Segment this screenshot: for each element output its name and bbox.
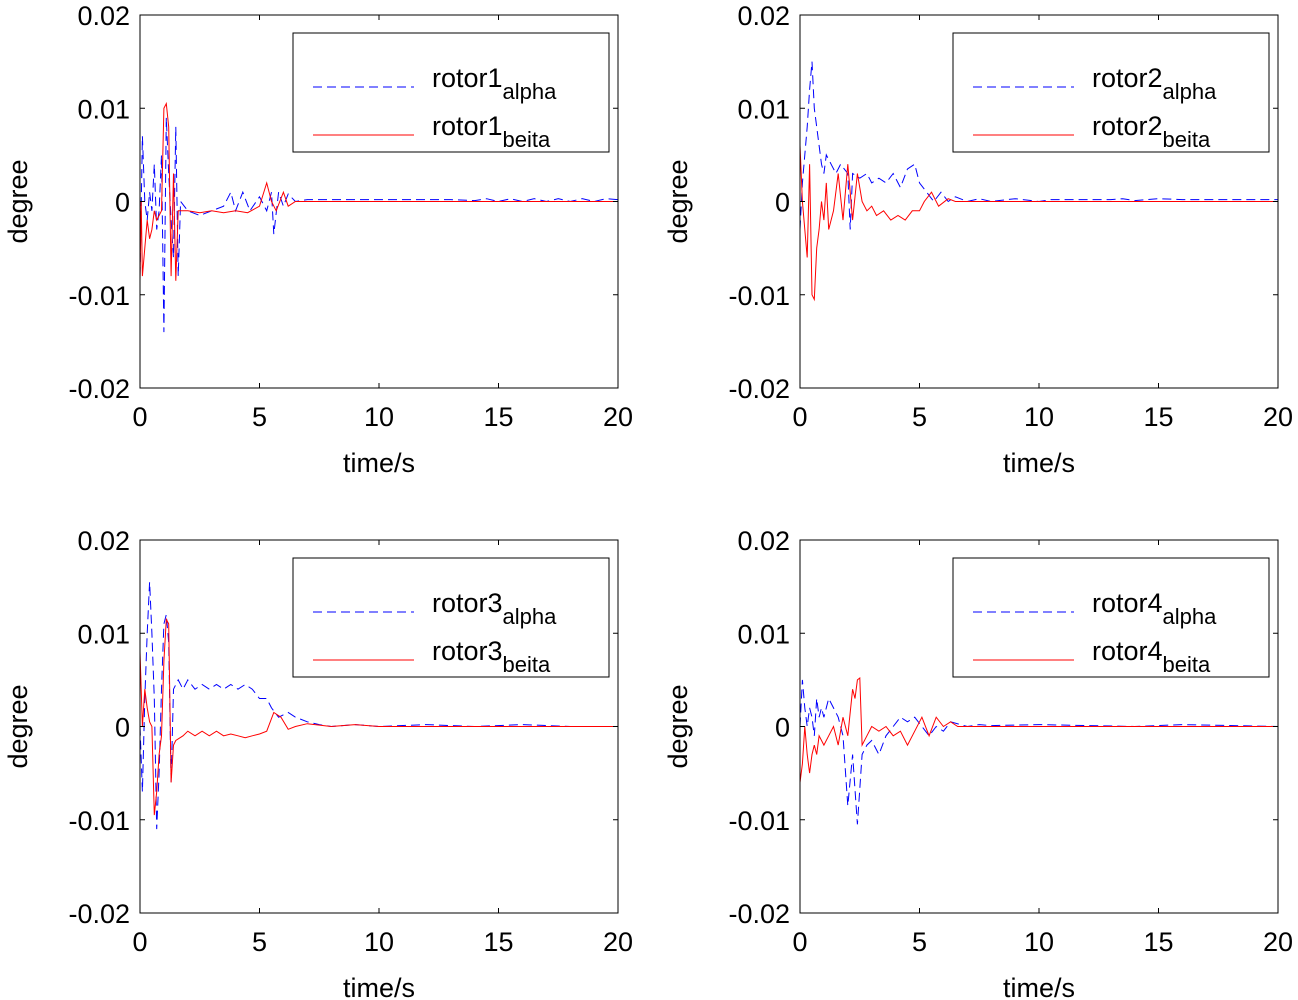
x-axis-label: time/s [343, 448, 415, 478]
legend-label-subscript: beita [1163, 652, 1211, 677]
x-tick-label: 15 [483, 927, 513, 957]
x-tick-label: 5 [252, 402, 267, 432]
legend-box [952, 32, 1270, 153]
y-tick-label: 0.01 [737, 94, 790, 124]
chart-panel-2: 0 5 10 15 20 0.02 0.01 0 -0.01 -0.02 time/s degree r… [663, 1, 1293, 478]
y-tick-label: -0.01 [728, 281, 790, 311]
y-tick-label: 0.02 [77, 526, 130, 556]
series-line-rotor4alpha [800, 679, 1278, 825]
legend-label-base: rotor1 [432, 63, 503, 93]
y-axis-label: degree [663, 159, 693, 243]
y-tick-label: 0 [115, 713, 130, 743]
y-tick-label: 0 [115, 188, 130, 218]
legend-label-subscript: beita [1163, 127, 1211, 152]
series-line-rotor2beita [800, 145, 1278, 302]
x-tick-label: 10 [1024, 402, 1054, 432]
y-axis-label: degree [663, 684, 693, 768]
y-tick-label: -0.01 [728, 806, 790, 836]
y-tick-label: -0.01 [68, 806, 130, 836]
x-tick-label: 0 [792, 927, 807, 957]
chart-panel-1: 0 5 10 15 20 0.02 0.01 0 -0.01 -0.02 time/s degree r… [3, 1, 633, 478]
legend-label-subscript: alpha [503, 604, 558, 629]
legend-label-subscript: alpha [1163, 604, 1218, 629]
x-tick-label: 5 [912, 402, 927, 432]
legend-label-base: rotor4 [1092, 636, 1163, 666]
series-line-rotor2alpha [800, 61, 1278, 230]
y-tick-label: -0.02 [728, 374, 790, 404]
legend-label-base: rotor1 [432, 111, 503, 141]
y-tick-label: 0.01 [737, 619, 790, 649]
legend-label-base: rotor4 [1092, 588, 1163, 618]
chart-panel-4: 0 5 10 15 20 0.02 0.01 0 -0.01 -0.02 time/s degree r… [663, 526, 1293, 1000]
x-axis-label: time/s [1003, 973, 1075, 1000]
legend-label-rotor2beita: rotor2beita [1092, 111, 1211, 152]
legend-label-base: rotor3 [432, 588, 503, 618]
legend-box [952, 557, 1270, 678]
legend-label-base: rotor2 [1092, 63, 1163, 93]
x-tick-label: 10 [1024, 927, 1054, 957]
x-tick-label: 15 [483, 402, 513, 432]
legend-label-rotor3alpha: rotor3alpha [432, 588, 557, 629]
legend-label-subscript: beita [503, 127, 551, 152]
y-tick-label: -0.02 [68, 374, 130, 404]
y-axis-label: degree [3, 684, 33, 768]
legend-label-rotor4alpha: rotor4alpha [1092, 588, 1217, 629]
y-tick-label: 0.02 [77, 1, 130, 31]
legend-label-rotor4beita: rotor4beita [1092, 636, 1211, 677]
legend-label-subscript: alpha [1163, 79, 1218, 104]
x-tick-label: 0 [132, 927, 147, 957]
legend-box [292, 557, 610, 678]
x-axis-label: time/s [343, 973, 415, 1000]
legend-label-rotor2alpha: rotor2alpha [1092, 63, 1217, 104]
series-line-rotor3beita [140, 617, 618, 816]
legend-label-base: rotor2 [1092, 111, 1163, 141]
y-tick-label: -0.02 [68, 899, 130, 929]
x-tick-label: 10 [364, 927, 394, 957]
y-tick-label: 0 [775, 713, 790, 743]
y-tick-label: 0.01 [77, 619, 130, 649]
x-tick-label: 15 [1143, 927, 1173, 957]
x-tick-label: 20 [603, 402, 633, 432]
legend-label-rotor3beita: rotor3beita [432, 636, 551, 677]
legend-label-rotor1alpha: rotor1alpha [432, 63, 557, 104]
y-tick-label: -0.02 [728, 899, 790, 929]
x-axis-label: time/s [1003, 448, 1075, 478]
legend-label-base: rotor3 [432, 636, 503, 666]
x-tick-label: 5 [252, 927, 267, 957]
y-tick-label: 0 [775, 188, 790, 218]
x-tick-label: 5 [912, 927, 927, 957]
legend-box [292, 32, 610, 153]
y-tick-label: 0.01 [77, 94, 130, 124]
x-tick-label: 20 [1263, 927, 1293, 957]
y-axis-label: degree [3, 159, 33, 243]
x-tick-label: 0 [132, 402, 147, 432]
x-tick-label: 20 [603, 927, 633, 957]
chart-panel-3: 0 5 10 15 20 0.02 0.01 0 -0.01 -0.02 time/s degree r… [3, 526, 633, 1000]
x-tick-label: 20 [1263, 402, 1293, 432]
legend-label-subscript: alpha [503, 79, 558, 104]
series-line-rotor1beita [140, 101, 618, 281]
legend-label-subscript: beita [503, 652, 551, 677]
x-tick-label: 15 [1143, 402, 1173, 432]
y-tick-label: 0.02 [737, 1, 790, 31]
series-line-rotor4beita [800, 676, 1278, 783]
x-tick-label: 10 [364, 402, 394, 432]
y-tick-label: 0.02 [737, 526, 790, 556]
legend-label-rotor1beita: rotor1beita [432, 111, 551, 152]
y-tick-label: -0.01 [68, 281, 130, 311]
x-tick-label: 0 [792, 402, 807, 432]
